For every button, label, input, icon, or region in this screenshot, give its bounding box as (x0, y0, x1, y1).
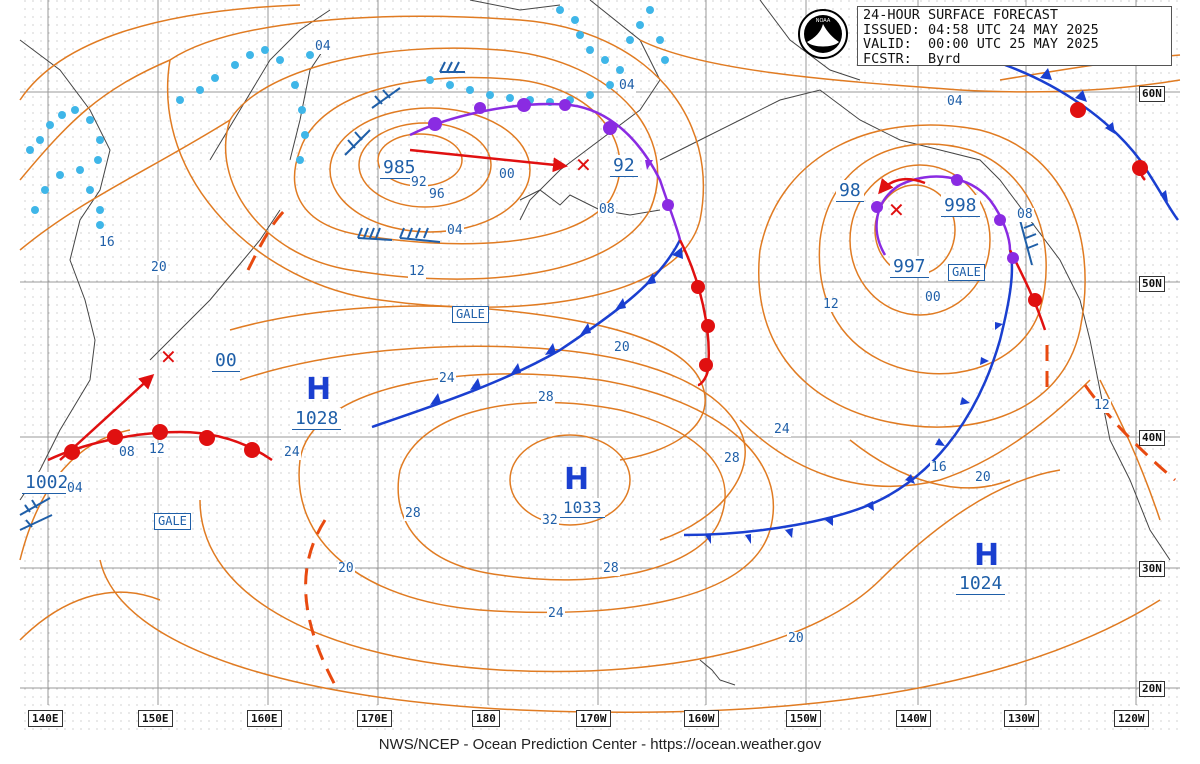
high-pressure-1033: 1033 (560, 498, 605, 518)
lat-label-30n: 30N (1139, 561, 1165, 577)
forecast-low-00: 00 (212, 350, 240, 372)
isobar-label: 24 (547, 606, 565, 621)
high-center-letter-2: H (564, 462, 590, 497)
isobar-label: 08 (118, 445, 136, 460)
lon-label-150w: 150W (786, 710, 821, 727)
storm-tracks (59, 148, 926, 461)
high-center-letter-3: H (974, 538, 1000, 573)
forecast-header: 24-HOUR SURFACE FORECAST ISSUED: 04:58 UT… (857, 6, 1172, 66)
isobar-label: 20 (150, 260, 168, 275)
lat-label-60n: 60N (1139, 86, 1165, 102)
isobar-label: 12 (1093, 398, 1111, 413)
isobar-label: 04 (618, 78, 636, 93)
isobar-label: 20 (613, 340, 631, 355)
gale-warning-central: GALE (452, 306, 489, 323)
coastlines (19, 0, 1171, 686)
lon-label-150e: 150E (138, 710, 173, 727)
low-pressure-985: 985 (380, 157, 419, 179)
isobar-label: 92 (410, 175, 428, 190)
high-pressure-1028: 1028 (292, 408, 342, 430)
forecast-low-x-mark-2: ✕ (888, 198, 905, 222)
forecast-low-92: 92 (610, 155, 638, 177)
low-pressure-1002: 1002 (22, 472, 72, 494)
cold-front-west (371, 239, 683, 429)
lon-label-170e: 170E (357, 710, 392, 727)
isobar-label: 00 (924, 290, 942, 305)
occluded-front-east (871, 174, 1019, 264)
map-background (20, 0, 1180, 735)
noaa-logo-text: NOAA (816, 18, 831, 24)
isobar-label: 32 (541, 513, 559, 528)
isobar-label: 08 (1016, 207, 1034, 222)
warm-front-central (678, 239, 715, 387)
footer-credit: NWS/NCEP - Ocean Prediction Center - htt… (378, 736, 822, 753)
header-title: 24-HOUR SURFACE FORECAST (863, 7, 1059, 23)
lon-label-160w: 160W (684, 710, 719, 727)
low-pressure-998: 998 (941, 195, 980, 217)
noaa-logo: NOAA (797, 8, 849, 60)
isobar-label: 20 (787, 631, 805, 646)
isobar-label: 00 (498, 167, 516, 182)
isobar-label: 04 (946, 94, 964, 109)
lon-label-170w: 170W (576, 710, 611, 727)
isobar-label: 28 (602, 561, 620, 576)
header-valid: VALID: 00:00 UTC 25 MAY 2025 (863, 36, 1099, 52)
cold-front-northeast (1004, 63, 1179, 221)
isobar-label: 16 (98, 235, 116, 250)
isobar-label: 28 (404, 506, 422, 521)
lon-label-140w: 140W (896, 710, 931, 727)
isobar-label: 12 (822, 297, 840, 312)
isobar-label: 20 (337, 561, 355, 576)
isobar-label: 08 (598, 202, 616, 217)
high-pressure-1024: 1024 (956, 573, 1006, 595)
isobar-label: 04 (446, 223, 464, 238)
warm-front-west (47, 424, 273, 462)
graticule (20, 0, 1180, 705)
isobars (19, 4, 1181, 714)
isobar-label: 24 (773, 422, 791, 437)
header-issued: ISSUED: 04:58 UTC 24 MAY 2025 (863, 21, 1099, 38)
forecast-low-98: 98 (836, 180, 864, 202)
isobar-label: 16 (930, 460, 948, 475)
forecast-low-x-mark-3: ✕ (160, 345, 177, 369)
isobar-label: 20 (974, 470, 992, 485)
lon-label-140e: 140E (28, 710, 63, 727)
lon-label-180: 180 (472, 710, 500, 727)
occluded-front-west (409, 98, 682, 241)
isobar-label: 04 (66, 481, 84, 496)
lat-label-20n: 20N (1139, 681, 1165, 697)
isobar-label: 24 (438, 371, 456, 386)
cold-front-east (683, 249, 1014, 544)
ice-edge (26, 6, 669, 229)
high-center-letter-1: H (306, 372, 332, 407)
isobar-label: 12 (148, 442, 166, 457)
low-pressure-997: 997 (890, 256, 929, 278)
isobar-label: 04 (314, 39, 332, 54)
lon-label-130w: 130W (1004, 710, 1039, 727)
gale-warning-west: GALE (154, 513, 191, 530)
troughs (246, 208, 1176, 686)
isobar-label: 28 (723, 451, 741, 466)
gale-warning-east: GALE (948, 264, 985, 281)
isobar-label: 24 (283, 445, 301, 460)
lon-label-120w: 120W (1114, 710, 1149, 727)
isobar-label: 28 (537, 390, 555, 405)
wind-barbs (19, 61, 1039, 531)
header-forecaster: FCSTR: Byrd (863, 50, 961, 67)
forecast-low-x-mark-1: ✕ (575, 153, 592, 177)
isobar-label: 12 (408, 264, 426, 279)
lat-label-50n: 50N (1139, 276, 1165, 292)
isobar-label: 96 (428, 187, 446, 202)
lon-label-160e: 160E (247, 710, 282, 727)
lat-label-40n: 40N (1139, 430, 1165, 446)
